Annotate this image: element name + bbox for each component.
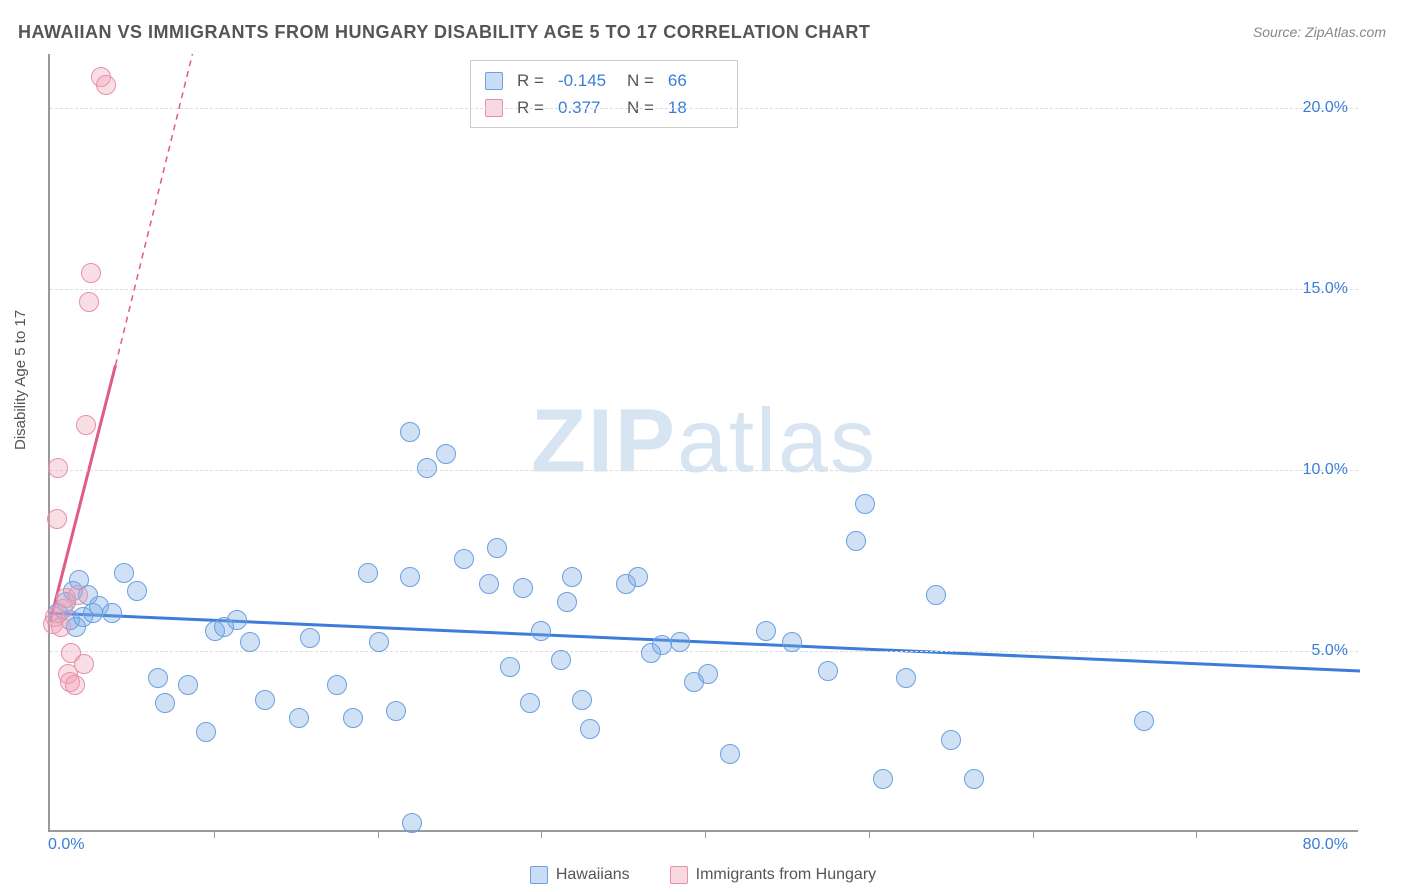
- data-point: [68, 585, 88, 605]
- stat-value-n: 66: [668, 67, 723, 94]
- data-point: [572, 690, 592, 710]
- data-point: [896, 668, 916, 688]
- correlation-stats-box: R = -0.145 N = 66 R = 0.377 N = 18: [470, 60, 738, 128]
- scatter-plot-area: ZIPatlas R = -0.145 N = 66 R = 0.377 N =…: [48, 54, 1358, 832]
- x-origin-label: 0.0%: [48, 836, 84, 854]
- data-point: [65, 675, 85, 695]
- data-point: [756, 621, 776, 641]
- chart-title: HAWAIIAN VS IMMIGRANTS FROM HUNGARY DISA…: [18, 22, 870, 43]
- data-point: [520, 693, 540, 713]
- data-point: [436, 444, 456, 464]
- data-point: [652, 635, 672, 655]
- trend-lines: [50, 54, 1360, 832]
- data-point: [670, 632, 690, 652]
- x-tick: [214, 830, 215, 838]
- data-point: [81, 263, 101, 283]
- data-point: [96, 75, 116, 95]
- y-tick-label: 5.0%: [1312, 642, 1348, 660]
- stat-value-r: -0.145: [558, 67, 613, 94]
- swatch-icon: [485, 72, 503, 90]
- data-point: [148, 668, 168, 688]
- data-point: [102, 603, 122, 623]
- data-point: [74, 654, 94, 674]
- x-tick: [869, 830, 870, 838]
- data-point: [196, 722, 216, 742]
- data-point: [782, 632, 802, 652]
- data-point: [454, 549, 474, 569]
- x-tick: [1033, 830, 1034, 838]
- data-point: [48, 458, 68, 478]
- data-point: [369, 632, 389, 652]
- data-point: [240, 632, 260, 652]
- swatch-icon: [670, 866, 688, 884]
- data-point: [178, 675, 198, 695]
- gridline: [50, 289, 1358, 290]
- data-point: [1134, 711, 1154, 731]
- data-point: [487, 538, 507, 558]
- x-tick: [1196, 830, 1197, 838]
- data-point: [941, 730, 961, 750]
- data-point: [720, 744, 740, 764]
- data-point: [698, 664, 718, 684]
- data-point: [343, 708, 363, 728]
- x-tick: [378, 830, 379, 838]
- data-point: [79, 292, 99, 312]
- data-point: [479, 574, 499, 594]
- data-point: [76, 415, 96, 435]
- source-label: Source: ZipAtlas.com: [1253, 24, 1386, 40]
- data-point: [580, 719, 600, 739]
- legend: Hawaiians Immigrants from Hungary: [48, 866, 1358, 884]
- gridline: [50, 470, 1358, 471]
- data-point: [855, 494, 875, 514]
- legend-item-hawaiians: Hawaiians: [530, 866, 630, 884]
- data-point: [402, 813, 422, 833]
- data-point: [358, 563, 378, 583]
- x-tick: [705, 830, 706, 838]
- data-point: [551, 650, 571, 670]
- swatch-icon: [530, 866, 548, 884]
- stats-row-hawaiians: R = -0.145 N = 66: [485, 67, 723, 94]
- data-point: [114, 563, 134, 583]
- data-point: [818, 661, 838, 681]
- watermark: ZIPatlas: [531, 391, 877, 494]
- gridline: [50, 108, 1358, 109]
- data-point: [513, 578, 533, 598]
- data-point: [386, 701, 406, 721]
- data-point: [557, 592, 577, 612]
- y-axis-label: Disability Age 5 to 17: [12, 310, 29, 450]
- y-tick-label: 15.0%: [1303, 280, 1348, 298]
- data-point: [417, 458, 437, 478]
- data-point: [155, 693, 175, 713]
- x-tick: [541, 830, 542, 838]
- legend-label: Immigrants from Hungary: [696, 866, 877, 884]
- data-point: [400, 422, 420, 442]
- data-point: [926, 585, 946, 605]
- y-tick-label: 20.0%: [1303, 99, 1348, 117]
- data-point: [500, 657, 520, 677]
- x-max-label: 80.0%: [1303, 836, 1348, 854]
- data-point: [327, 675, 347, 695]
- data-point: [400, 567, 420, 587]
- data-point: [562, 567, 582, 587]
- stat-label: R =: [517, 67, 544, 94]
- data-point: [227, 610, 247, 630]
- data-point: [300, 628, 320, 648]
- legend-label: Hawaiians: [556, 866, 630, 884]
- data-point: [51, 617, 71, 637]
- data-point: [47, 509, 67, 529]
- data-point: [846, 531, 866, 551]
- data-point: [628, 567, 648, 587]
- data-point: [255, 690, 275, 710]
- y-tick-label: 10.0%: [1303, 461, 1348, 479]
- data-point: [531, 621, 551, 641]
- data-point: [873, 769, 893, 789]
- stat-label: N =: [627, 67, 654, 94]
- legend-item-hungary: Immigrants from Hungary: [670, 866, 877, 884]
- data-point: [964, 769, 984, 789]
- data-point: [289, 708, 309, 728]
- data-point: [127, 581, 147, 601]
